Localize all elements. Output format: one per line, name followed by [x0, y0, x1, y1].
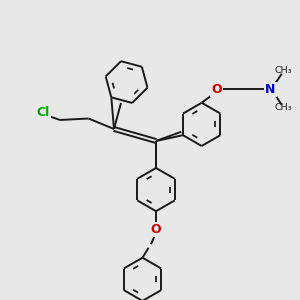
Text: O: O: [212, 83, 222, 96]
Text: N: N: [265, 83, 276, 96]
Text: CH₃: CH₃: [274, 103, 292, 112]
Text: CH₃: CH₃: [274, 66, 292, 75]
Text: O: O: [151, 223, 161, 236]
Text: Cl: Cl: [37, 106, 50, 119]
